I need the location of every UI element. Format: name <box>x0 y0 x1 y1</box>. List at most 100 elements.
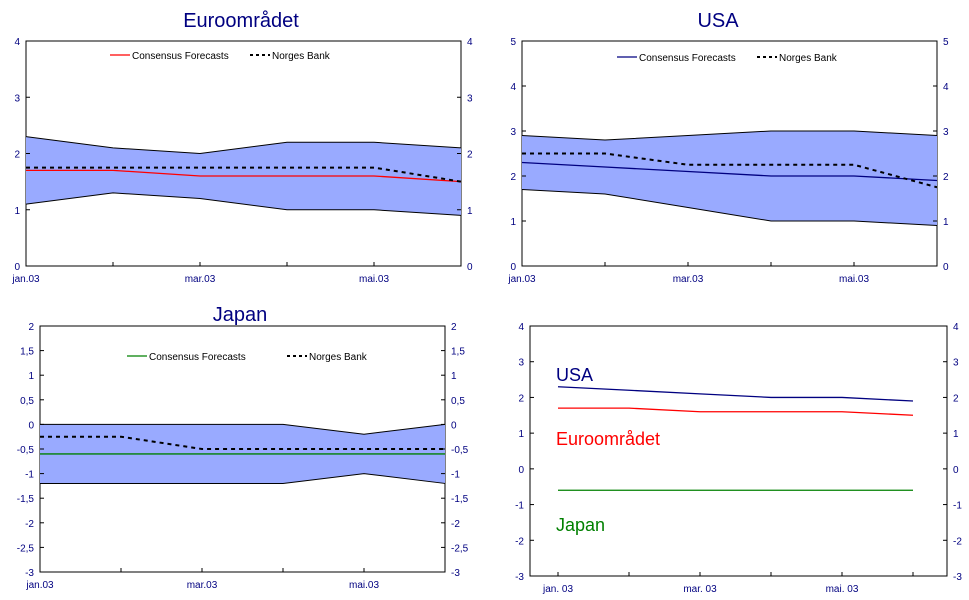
x-tick-label: jan.03 <box>11 274 40 285</box>
chart-title: Euroområdet <box>183 10 299 32</box>
uncertainty-band <box>522 131 937 226</box>
series-label: Euroområdet <box>556 429 660 449</box>
band-upper-edge <box>40 423 446 435</box>
series-line-1 <box>26 169 462 183</box>
y-tick-label-right: 2 <box>451 322 457 333</box>
y-tick-label-right: 1 <box>467 206 473 217</box>
y-tick-label-right: -3 <box>953 572 962 583</box>
band-lower-edge <box>25 192 462 216</box>
x-tick-label: mar.03 <box>185 274 216 285</box>
chart-title: USA <box>697 10 739 32</box>
y-tick-label-right: 5 <box>943 37 949 48</box>
chart-1: 0 0 1 1 2 2 3 3 4 4 jan.03 mar.03 mai.03 Euroområdet C… <box>11 10 473 285</box>
y-tick-label-right: 1 <box>943 217 949 228</box>
y-tick-label-right: 1 <box>953 429 959 440</box>
y-tick-label-right: 4 <box>943 82 949 93</box>
series-label: Japan <box>556 515 605 535</box>
series-line-2 <box>40 435 445 450</box>
chart-3: -3 -3 -2,5 -2,5 -2 -2 -1,5 -1,5 -1 -1 -0,5 -0,5 0 0 0,… <box>17 304 469 591</box>
series-line-2 <box>558 407 914 416</box>
y-tick-label-right: -1 <box>953 501 962 512</box>
y-tick-label-right: 2 <box>943 172 949 183</box>
legend-label: Norges Bank <box>272 51 331 62</box>
y-tick-label-left: -2,5 <box>17 543 35 554</box>
y-tick-label-left: 0 <box>518 465 524 476</box>
y-tick-label-right: -3 <box>451 568 460 579</box>
y-tick-label-right: -0,5 <box>451 445 469 456</box>
y-tick-label-left: 1 <box>14 206 20 217</box>
y-tick-label-right: 3 <box>953 358 959 369</box>
y-tick-label-left: 5 <box>510 37 516 48</box>
y-tick-label-left: 2 <box>28 322 34 333</box>
y-tick-label-right: 3 <box>467 93 473 104</box>
series-label: USA <box>556 365 593 385</box>
legend-label: Norges Bank <box>779 53 838 64</box>
y-tick-label-left: 3 <box>14 93 20 104</box>
y-tick-label-right: 0 <box>451 420 457 431</box>
y-tick-label-right: -2,5 <box>451 543 469 554</box>
y-tick-label-right: 2 <box>953 393 959 404</box>
y-tick-label-left: 0 <box>14 262 20 273</box>
legend-label: Consensus Forecasts <box>639 53 736 64</box>
y-tick-label-right: 0 <box>953 465 959 476</box>
y-tick-label-right: 4 <box>953 322 959 333</box>
y-tick-label-right: 2 <box>467 150 473 161</box>
legend-label: Norges Bank <box>309 352 368 363</box>
y-tick-label-left: -2 <box>25 519 34 530</box>
y-tick-label-right: 0 <box>943 262 949 273</box>
y-tick-label-left: 1 <box>510 217 516 228</box>
x-tick-label: mai.03 <box>839 274 869 285</box>
series-line-2 <box>26 166 462 183</box>
band-upper-edge <box>521 130 938 141</box>
y-tick-label-right: -2 <box>953 536 962 547</box>
y-tick-label-left: 1 <box>28 371 34 382</box>
y-tick-label-left: 2 <box>14 150 20 161</box>
y-tick-label-right: -2 <box>451 519 460 530</box>
y-tick-label-left: -2 <box>515 536 524 547</box>
x-tick-label: mai.03 <box>349 580 379 591</box>
y-tick-label-left: 0 <box>28 420 34 431</box>
y-tick-label-right: 1,5 <box>451 347 465 358</box>
y-tick-label-left: 1,5 <box>20 347 34 358</box>
y-tick-label-left: -1 <box>515 501 524 512</box>
y-tick-label-right: -1 <box>451 470 460 481</box>
x-tick-label: mar.03 <box>187 580 218 591</box>
y-tick-label-left: 0,5 <box>20 396 34 407</box>
y-tick-label-left: 3 <box>510 127 516 138</box>
y-tick-label-right: 3 <box>943 127 949 138</box>
x-tick-label: mar.03 <box>673 274 704 285</box>
x-tick-label: jan.03 <box>25 580 54 591</box>
y-tick-label-left: 3 <box>518 358 524 369</box>
x-tick-label: mai. 03 <box>826 584 859 595</box>
x-tick-label: jan. 03 <box>542 584 573 595</box>
y-tick-label-left: -1,5 <box>17 494 35 505</box>
y-tick-label-right: 0 <box>467 262 473 273</box>
chart-title: Japan <box>213 304 268 326</box>
y-tick-label-left: -3 <box>25 568 34 579</box>
y-tick-label-left: 0 <box>510 262 516 273</box>
band-lower-edge <box>521 189 938 226</box>
y-tick-label-right: 1 <box>451 371 457 382</box>
x-tick-label: mai.03 <box>359 274 389 285</box>
band-lower-edge <box>40 473 446 484</box>
plot-frame <box>529 325 948 577</box>
legend-label: Consensus Forecasts <box>149 352 246 363</box>
y-tick-label-left: 2 <box>510 172 516 183</box>
y-tick-label-right: 4 <box>467 37 473 48</box>
chart-2: 0 0 1 1 2 2 3 3 4 4 5 5 jan.03 mar.03 mai.03 USA Consens… <box>507 10 949 285</box>
chart-4: -3 -3 -2 -2 -1 -1 0 0 1 1 2 2 3 3 4 4 jan. 03 mar. 03 mai.… <box>515 322 962 595</box>
legend-label: Consensus Forecasts <box>132 51 229 62</box>
series-line-1 <box>557 386 914 402</box>
x-tick-label: mar. 03 <box>683 584 717 595</box>
y-tick-label-left: -1 <box>25 470 34 481</box>
y-tick-label-left: 4 <box>518 322 524 333</box>
series-line-1 <box>521 161 938 182</box>
y-tick-label-left: 2 <box>518 393 524 404</box>
y-tick-label-right: -1,5 <box>451 494 469 505</box>
y-tick-label-left: -3 <box>515 572 524 583</box>
y-tick-label-left: 1 <box>518 429 524 440</box>
y-tick-label-left: -0,5 <box>17 445 35 456</box>
y-tick-label-right: 0,5 <box>451 396 465 407</box>
y-tick-label-left: 4 <box>14 37 20 48</box>
